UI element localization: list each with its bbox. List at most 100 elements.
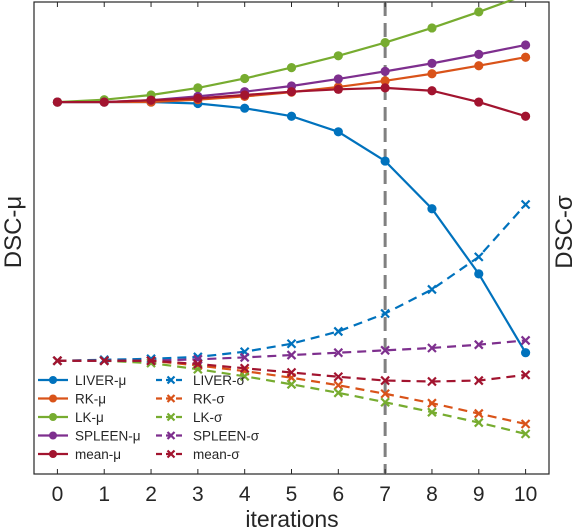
data-point: [474, 49, 484, 59]
data-point: [52, 355, 63, 366]
legend-label: SPLEEN-μ: [75, 429, 141, 444]
data-point: [286, 63, 297, 73]
data-point: [380, 308, 390, 319]
data-point: [427, 284, 437, 295]
data-point: [99, 355, 110, 366]
x-axis-label: iterations: [245, 506, 338, 531]
series-line: [57, 359, 526, 435]
data-point: [193, 83, 203, 93]
series-mean-μ: [52, 83, 531, 121]
right-y-axis-label: DSC-σ: [551, 195, 578, 269]
data-point: [474, 269, 484, 279]
data-point: [427, 58, 437, 68]
data-point: [240, 73, 250, 84]
legend-label: RK-σ: [193, 392, 225, 407]
data-point: [333, 380, 344, 391]
data-point: [333, 347, 344, 358]
data-point: [520, 419, 531, 429]
data-point: [333, 51, 343, 61]
data-point: [193, 93, 203, 103]
legend-marker: [166, 431, 176, 440]
data-point: [239, 371, 250, 382]
data-point: [286, 87, 297, 97]
legend-marker: [49, 431, 57, 440]
x-tick-label: 5: [286, 483, 298, 506]
x-tick-label: 9: [473, 483, 485, 506]
data-point: [333, 127, 343, 137]
data-point: [52, 97, 63, 107]
data-point: [427, 407, 437, 417]
axes-frame: [33, 1, 550, 475]
legend: LIVER-μ RK-μ LK-μ SPLEEN-μ mean-μ LIVER-σ RK-σ…: [38, 373, 260, 462]
data-point: [286, 111, 297, 121]
data-point: [427, 343, 437, 353]
data-point: [380, 397, 390, 408]
x-tick-label: 7: [379, 483, 391, 506]
data-point: [427, 23, 437, 33]
legend-marker: [49, 450, 57, 458]
data-point: [380, 345, 390, 356]
series-line: [57, 203, 527, 362]
data-point: [286, 338, 297, 349]
legend-label: RK-μ: [75, 392, 106, 407]
data-point: [380, 375, 390, 386]
data-point: [474, 61, 484, 71]
legend-marker: [166, 394, 176, 403]
data-point: [193, 359, 203, 369]
data-point: [240, 103, 250, 113]
data-point: [520, 111, 531, 121]
x-tick-label: 4: [239, 483, 251, 506]
legend-marker: [49, 394, 57, 403]
data-point: [333, 84, 343, 94]
data-point: [427, 69, 437, 79]
data-point: [99, 97, 109, 107]
data-point: [333, 74, 343, 84]
data-point: [427, 86, 437, 96]
data-point: [520, 52, 531, 62]
data-point: [286, 350, 297, 360]
legend-marker: [166, 412, 176, 422]
data-point: [427, 376, 437, 387]
data-point: [474, 7, 484, 17]
data-point: [380, 388, 390, 399]
legend-label: LIVER-σ: [193, 373, 246, 388]
data-point: [520, 40, 531, 50]
data-point: [427, 398, 437, 408]
data-point: [473, 339, 484, 350]
x-tick-label: 3: [192, 483, 204, 506]
data-point: [380, 156, 390, 166]
legend-label: mean-μ: [75, 447, 121, 462]
x-tick-label: 8: [426, 483, 438, 506]
data-point: [380, 66, 390, 76]
data-point: [146, 95, 156, 105]
data-point: [333, 388, 344, 398]
legend-marker: [49, 413, 57, 421]
data-point: [474, 97, 484, 107]
data-point: [286, 379, 297, 390]
data-point: [380, 83, 390, 93]
series-group: [52, 0, 531, 474]
data-point: [286, 367, 297, 378]
data-point: [239, 363, 250, 374]
plot-area: [33, 1, 550, 475]
legend-label: LK-μ: [75, 410, 104, 425]
data-point: [380, 37, 390, 48]
series-mean-σ: [52, 355, 531, 387]
data-point: [427, 204, 437, 214]
legend-marker: [49, 376, 57, 384]
legend-label: LIVER-μ: [75, 373, 126, 388]
data-point: [333, 326, 344, 337]
series-line: [57, 359, 526, 383]
data-point: [333, 371, 344, 382]
x-tick-label: 1: [98, 483, 110, 506]
legend-label: mean-σ: [193, 447, 240, 462]
data-point: [240, 90, 250, 100]
data-point: [239, 352, 250, 363]
x-axis: 0 1 2 3 4 5 6 7 8 9 10: [52, 2, 537, 506]
data-point: [520, 348, 531, 358]
x-tick-label: 6: [332, 483, 344, 506]
legend-label: SPLEEN-σ: [193, 429, 260, 444]
data-point: [146, 355, 156, 366]
left-y-axis-label: DSC-μ: [0, 196, 27, 269]
